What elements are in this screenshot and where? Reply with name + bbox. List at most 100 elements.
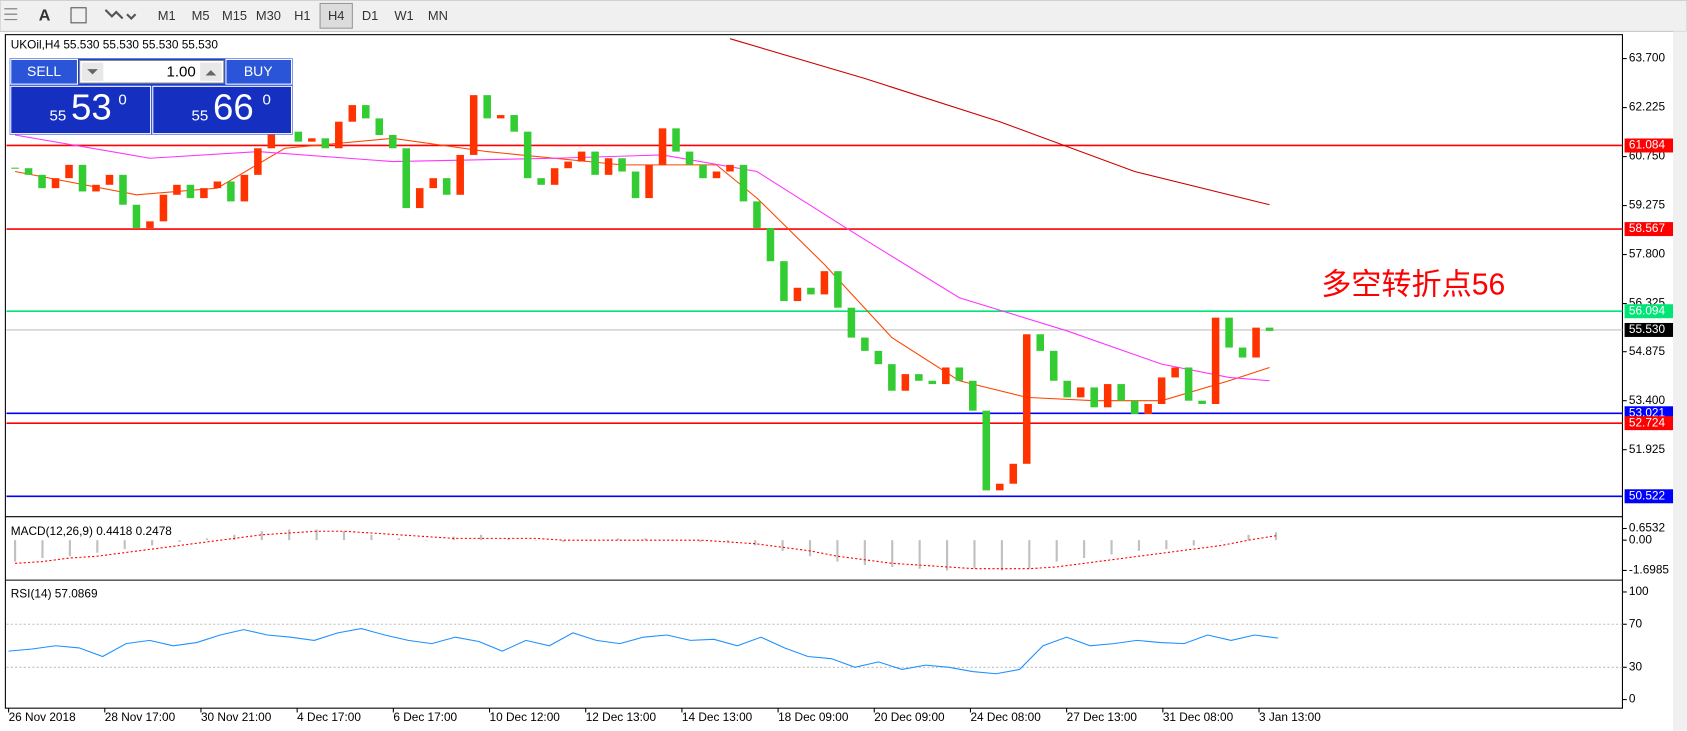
- candle: [200, 188, 208, 199]
- lots-input[interactable]: [79, 59, 225, 84]
- moving-average: [729, 38, 1270, 206]
- rsi-title: RSI(14) 57.0869: [11, 586, 98, 600]
- timeframe-button[interactable]: [286, 3, 319, 29]
- y-tick-label: 63.700: [1629, 51, 1666, 65]
- candle: [820, 271, 829, 295]
- macd-bar: [1247, 534, 1250, 541]
- candle: [523, 131, 532, 179]
- macd-bar: [781, 540, 784, 551]
- macd-bar: [973, 540, 976, 569]
- candle: [65, 164, 73, 179]
- timeframe-button[interactable]: [319, 2, 353, 29]
- candle: [321, 138, 330, 149]
- timeframe-label[interactable]: M5: [192, 8, 210, 23]
- candle: [213, 181, 222, 189]
- candle: [658, 128, 667, 165]
- candle: [874, 350, 883, 365]
- buy-label[interactable]: BUY: [244, 63, 273, 79]
- y-tick-label: 51.925: [1629, 442, 1666, 456]
- timeframe-label[interactable]: H4: [328, 8, 345, 23]
- x-tick-label: 27 Dec 13:00: [1067, 710, 1138, 724]
- timeframe-button[interactable]: [184, 3, 217, 29]
- macd-bar: [260, 531, 263, 541]
- x-tick-label: 3 Jan 13:00: [1259, 710, 1321, 724]
- level-label-bg: [1624, 138, 1674, 153]
- candle: [793, 287, 802, 302]
- y-tick-label: -1.6985: [1629, 563, 1670, 577]
- x-tick-label: 24 Dec 08:00: [970, 710, 1041, 724]
- timeframe-label[interactable]: W1: [394, 8, 413, 23]
- macd-bar: [13, 540, 17, 562]
- macd-bar: [891, 540, 894, 567]
- macd-bar: [754, 540, 757, 546]
- sell-price-box[interactable]: [10, 85, 152, 135]
- arrow-down: [87, 69, 98, 75]
- y-tick-label: 54.875: [1629, 344, 1666, 358]
- x-tick-label: 30 Nov 21:00: [201, 710, 272, 724]
- timeframe-label[interactable]: D1: [362, 8, 379, 23]
- icon-objects[interactable]: [104, 9, 137, 21]
- candle: [496, 115, 505, 119]
- icon-textbox[interactable]: [70, 7, 87, 24]
- candle: [1238, 347, 1247, 358]
- timeframe-label[interactable]: M1: [158, 8, 176, 23]
- candle: [1225, 317, 1233, 348]
- candle: [119, 174, 127, 205]
- level-label-bg: [1624, 489, 1674, 504]
- timeframe-label[interactable]: M15: [222, 8, 247, 23]
- sell-button[interactable]: [10, 58, 79, 85]
- candle: [1063, 380, 1071, 398]
- sell-price-main: 53: [71, 87, 112, 128]
- timeframe-label[interactable]: M30: [256, 8, 281, 23]
- candle: [375, 118, 384, 135]
- candle: [780, 261, 788, 302]
- macd-bar: [1055, 540, 1058, 562]
- trade-panel: SELL 1.00 BUY 55 53 0 55 66 0: [9, 58, 293, 135]
- x-tick-label: 28 Nov 17:00: [105, 710, 176, 724]
- candle: [1049, 350, 1058, 381]
- timeframe-button[interactable]: [252, 3, 285, 29]
- timeframe-button[interactable]: [218, 3, 251, 29]
- candle: [591, 151, 599, 175]
- timeframe-button[interactable]: [421, 3, 455, 29]
- icon-text[interactable]: A: [39, 7, 51, 25]
- level-label: 61.084: [1629, 138, 1666, 152]
- candle: [1211, 317, 1220, 405]
- candle: [267, 128, 276, 149]
- buy-button[interactable]: [225, 58, 293, 85]
- candle: [753, 201, 761, 228]
- candle: [1009, 463, 1018, 484]
- timeframe-label[interactable]: H1: [294, 8, 311, 23]
- macd-bar: [534, 540, 537, 541]
- y-tick-label: 59.275: [1629, 198, 1666, 212]
- candle: [766, 227, 775, 262]
- macd-bar: [507, 538, 510, 541]
- timeframe-button[interactable]: [150, 3, 183, 29]
- macd-bar: [1083, 540, 1086, 558]
- sell-label[interactable]: SELL: [27, 63, 61, 79]
- candle: [1171, 367, 1179, 378]
- macd-bar: [151, 540, 154, 546]
- y-tick-label: 0.00: [1629, 532, 1652, 546]
- candle: [739, 164, 748, 202]
- rsi-line: [8, 628, 1279, 675]
- candle: [942, 367, 950, 385]
- timeframe-button[interactable]: [387, 3, 421, 29]
- macd-bar: [562, 540, 565, 542]
- macd-bar: [425, 540, 428, 541]
- macd-bar: [863, 540, 866, 566]
- y-tick-label: 57.800: [1629, 247, 1666, 261]
- sell-price-small: 0: [118, 91, 126, 108]
- timeframe-button[interactable]: [353, 3, 387, 29]
- candle: [537, 178, 545, 185]
- candle: [335, 121, 343, 149]
- icon-grip[interactable]: [4, 8, 18, 21]
- macd-bar: [918, 540, 921, 569]
- timeframe-label[interactable]: MN: [428, 8, 448, 23]
- buy-price-box[interactable]: [152, 85, 293, 135]
- y-tick-label: 0.6532: [1629, 521, 1665, 535]
- lots-value[interactable]: 1.00: [167, 63, 196, 80]
- candle: [254, 148, 262, 175]
- arrow-up: [205, 70, 217, 76]
